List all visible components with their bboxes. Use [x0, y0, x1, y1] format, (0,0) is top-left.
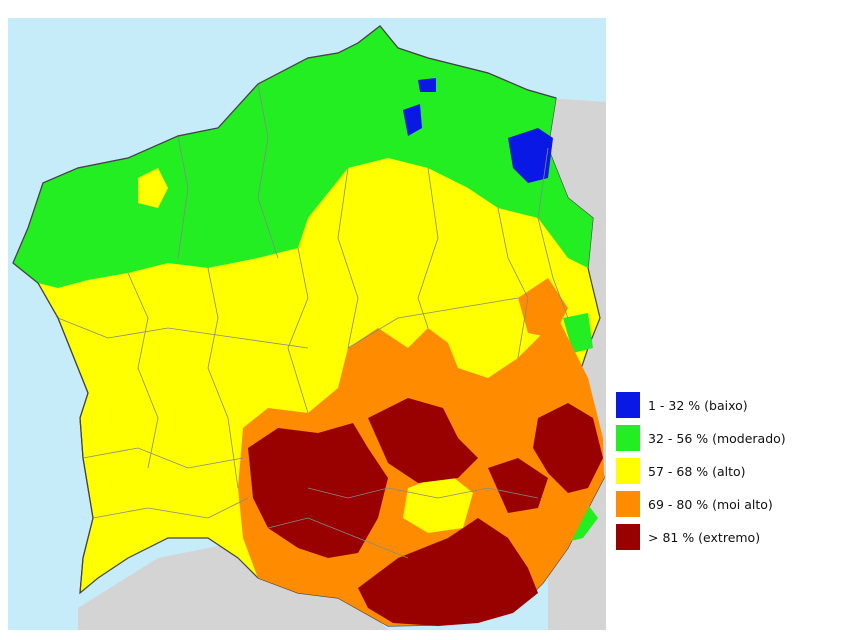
- risk-map: [8, 18, 606, 630]
- legend: 1 - 32 % (baixo) 32 - 56 % (moderado) 57…: [616, 392, 850, 557]
- region-baixo-1: [508, 128, 553, 183]
- neighbouring-land-south: [78, 538, 388, 630]
- region-moderado-north: [13, 26, 593, 288]
- legend-swatch-alto: [616, 458, 640, 484]
- legend-item-moderado: 32 - 56 % (moderado): [616, 425, 850, 451]
- legend-label-alto: 57 - 68 % (alto): [648, 463, 746, 479]
- coastline: [12, 25, 557, 594]
- region-moi-alto-east: [518, 278, 568, 338]
- legend-item-extremo: > 81 % (extremo): [616, 524, 850, 550]
- region-extremo-east: [533, 403, 603, 493]
- legend-label-extremo: > 81 % (extremo): [648, 529, 761, 545]
- region-baixo-2: [403, 104, 422, 136]
- region-extremo-south: [358, 518, 538, 626]
- region-moderado-yellow-pocket: [138, 168, 168, 208]
- legend-item-alto: 57 - 68 % (alto): [616, 458, 850, 484]
- legend-item-baixo: 1 - 32 % (baixo): [616, 392, 850, 418]
- legend-swatch-baixo: [616, 392, 640, 418]
- legend-item-moi-alto: 69 - 80 % (moi alto): [616, 491, 850, 517]
- legend-label-moi-alto: 69 - 80 % (moi alto): [648, 496, 773, 512]
- legend-swatch-extremo: [616, 524, 640, 550]
- region-baixo-3: [418, 78, 436, 92]
- legend-label-moderado: 32 - 56 % (moderado): [648, 430, 786, 446]
- legend-swatch-moderado: [616, 425, 640, 451]
- legend-label-baixo: 1 - 32 % (baixo): [648, 397, 748, 413]
- region-alto-pocket: [403, 473, 473, 533]
- legend-swatch-moi-alto: [616, 491, 640, 517]
- municipal-boundaries: [57, 83, 569, 559]
- map-svg: [8, 18, 606, 630]
- region-extremo-southeast: [488, 458, 548, 513]
- region-extremo-central: [368, 398, 478, 483]
